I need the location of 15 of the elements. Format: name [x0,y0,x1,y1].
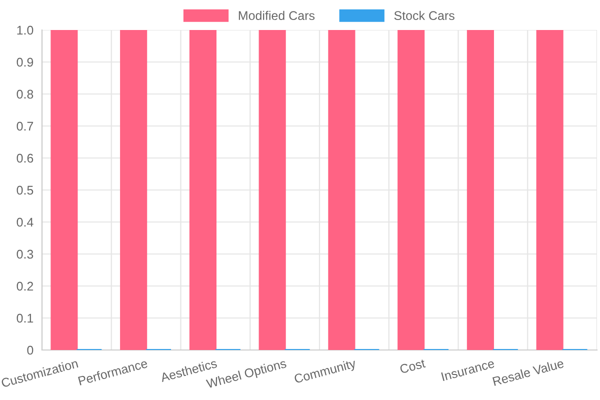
legend-label: Modified Cars [238,10,315,20]
y-tick-label: 0.1 [16,314,34,323]
y-tick-label: 0.6 [16,154,34,163]
y-tick-label: 0.2 [16,282,34,291]
y-tick-label: 1.0 [17,26,34,35]
y-tick-label: 0.9 [16,58,34,67]
x-tick-label: Cost [399,358,426,374]
y-tick-label: 0.5 [16,186,34,195]
legend-label: Stock Cars [394,10,454,20]
y-tick-label: 0.7 [16,122,34,131]
x-tick-label: Insurance [441,358,495,382]
y-tick-label: 0.3 [16,250,34,259]
y-tick-label: 0 [27,346,34,355]
y-tick-label: 0.8 [16,90,34,99]
y-tick-label: 0.4 [16,218,34,227]
